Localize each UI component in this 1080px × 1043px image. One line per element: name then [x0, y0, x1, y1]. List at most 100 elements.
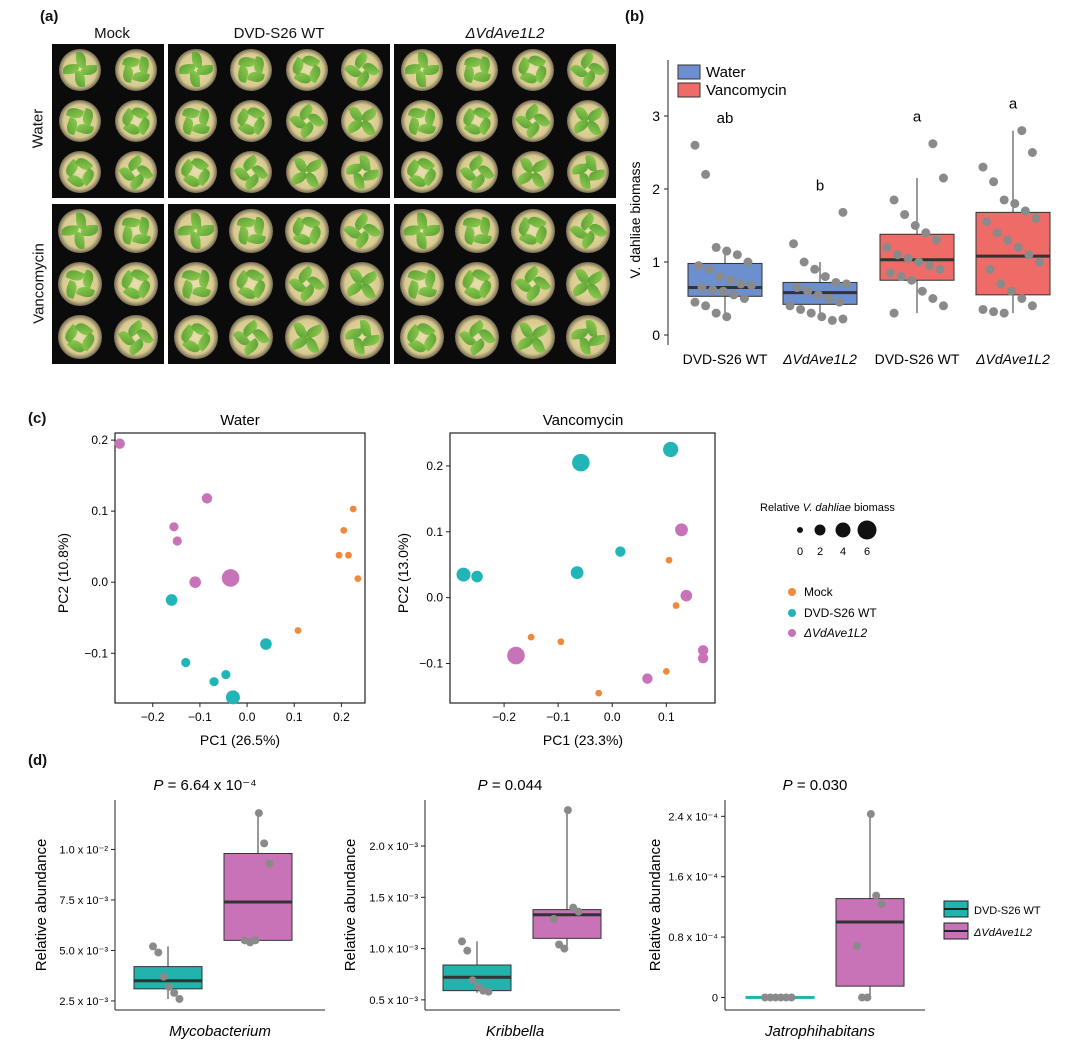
plant-leaf — [81, 225, 98, 236]
panel-b-significance-letter: a — [1009, 96, 1018, 113]
panel-b-point — [903, 253, 913, 263]
legend-vancomycin-swatch — [677, 82, 701, 98]
panel-b-point — [889, 308, 899, 318]
pca-water-point — [165, 594, 178, 606]
panel-d0-xlabel: Mycobacterium — [169, 1023, 271, 1040]
photo-wt-water — [168, 44, 390, 198]
panel-b-point — [739, 294, 749, 303]
panel-d0-ytick-label: 5.0 x 10⁻³ — [59, 945, 108, 957]
panel-d-mycobacterium: P = 6.64 x 10⁻⁴ 2.5 x 10⁻³ 5.0 x 10⁻³ 7.5 … — [33, 777, 325, 1040]
panel-b-point — [1006, 286, 1016, 296]
panel-d2-ylabel: Relative abundance — [647, 839, 664, 972]
panel-b-point — [896, 272, 906, 282]
panel-b-point — [921, 228, 931, 238]
panel-d1-point — [560, 944, 569, 953]
panel-d2-ytick-label: 0.8 x 10⁻⁴ — [668, 932, 718, 944]
panel-b-point — [824, 294, 834, 303]
panel-b-point — [1013, 242, 1023, 252]
group-legend-mutant: ΔVdAve1L2 — [803, 626, 868, 640]
panel-b-point — [931, 235, 941, 245]
plant-pot — [229, 208, 274, 253]
plant-pot — [174, 99, 217, 143]
panel-b-point — [827, 315, 837, 325]
plant-pot — [399, 262, 444, 306]
panel-c-water-ylabel: PC2 (10.8%) — [55, 533, 71, 613]
panel-d0-point — [170, 988, 179, 997]
pca-vanco-point — [572, 453, 590, 472]
panel-b-point — [989, 307, 999, 317]
legend-vancomycin-label: Vancomycin — [706, 82, 787, 99]
pca-vanco-point — [527, 633, 535, 641]
panel-c-label: (c) — [28, 410, 47, 427]
column-header-mutant: ΔVdAve1L2 — [465, 25, 545, 42]
panel-b-point — [736, 279, 746, 289]
panel-c-vancomycin-pca: Vancomycin −0.2 −0.1 0.0 0.1 −0.1 0.0 0.1 0.2 P… — [395, 412, 716, 748]
plant-pot — [455, 208, 500, 253]
panel-d-legend: DVD-S26 WT ΔVdAve1L2 — [943, 900, 1041, 940]
photo-mutant-vancomycin — [394, 204, 616, 364]
panel-b-label: (b) — [625, 8, 645, 25]
pca-vanco-ytick-label: 0.0 — [426, 591, 443, 605]
pca-vanco-point — [471, 570, 483, 583]
panel-b-point — [1010, 199, 1020, 209]
pca-vanco-point — [595, 689, 603, 697]
size-legend-val-2: 2 — [817, 546, 823, 558]
group-legend-wt-dot — [788, 609, 796, 617]
pca-vanco-point — [642, 673, 653, 684]
pca-water-point — [340, 526, 348, 534]
panel-b-point — [841, 279, 851, 289]
plant-leaf — [74, 70, 85, 87]
photo-wt-vancomycin — [168, 204, 390, 364]
panel-d1-xlabel: Kribbella — [486, 1023, 544, 1040]
panel-d-jatrophihabitans: P = 0.030 0 0.8 x 10⁻⁴ 1.6 x 10⁻⁴ 2.4 x 10⁻… — [647, 777, 925, 1040]
pca-water-point — [260, 638, 272, 650]
group-legend-wt: DVD-S26 WT — [804, 606, 877, 620]
pca-vanco-point — [697, 653, 709, 664]
panel-b-point — [701, 301, 711, 311]
panel-b-point — [690, 140, 700, 150]
pca-water-point — [221, 669, 231, 680]
panel-b-point — [729, 290, 739, 300]
panel-d1-ytick-label: 2.0 x 10⁻³ — [369, 841, 418, 853]
panel-d1-point — [574, 907, 583, 916]
pca-vanco-xtick-label: 0.1 — [658, 710, 675, 724]
plant-leaf — [423, 64, 439, 75]
pca-water-point — [209, 677, 219, 687]
panel-b-point — [743, 257, 753, 267]
panel-b-point — [889, 195, 899, 205]
panel-b-point — [882, 242, 892, 252]
size-legend-val-4: 4 — [840, 546, 846, 558]
panel-b-ytick-label: 1 — [652, 254, 660, 270]
panel-d-label: (d) — [28, 752, 48, 769]
panel-b-xlabel-0: DVD-S26 WT — [683, 351, 768, 367]
pca-vanco-point — [675, 523, 688, 537]
panel-d2-point — [877, 899, 886, 908]
panel-b-point — [792, 283, 802, 293]
panel-b-point — [1024, 250, 1034, 260]
plant-leaf — [197, 64, 213, 75]
panel-c-legend: Relative V. dahliae biomass 0 2 4 6 Mock… — [760, 502, 895, 640]
panel-b-point — [935, 264, 945, 274]
panel-d2-point — [863, 993, 872, 1002]
panel-b-point — [985, 264, 995, 274]
pca-water-xtick-label: 0.1 — [286, 710, 303, 724]
panel-d0-point — [254, 809, 263, 818]
panel-d0-point — [159, 972, 168, 981]
panel-b-point — [838, 314, 848, 324]
pca-water-point — [294, 627, 302, 634]
panel-c-vanco-title: Vancomycin — [543, 412, 624, 429]
pca-vanco-point — [557, 638, 565, 646]
panel-b-point — [907, 275, 917, 285]
panel-d0-title: P = 6.64 x 10⁻⁴ — [153, 777, 256, 794]
pca-water-ytick-label: 0.2 — [91, 433, 108, 447]
pca-water-xtick-label: −0.2 — [141, 710, 165, 724]
pca-vanco-ytick-label: −0.1 — [419, 656, 443, 670]
pca-vanco-point — [456, 567, 471, 582]
panel-d0-point — [175, 994, 184, 1003]
row-header-water: Water — [29, 108, 47, 149]
row-header-vancomycin: Vancomycin — [30, 243, 48, 324]
photo-mutant-water — [394, 44, 616, 198]
pca-vanco-xtick-label: 0.0 — [604, 710, 621, 724]
plant-pot — [510, 208, 555, 253]
pca-water-xtick-label: 0.0 — [239, 710, 256, 724]
